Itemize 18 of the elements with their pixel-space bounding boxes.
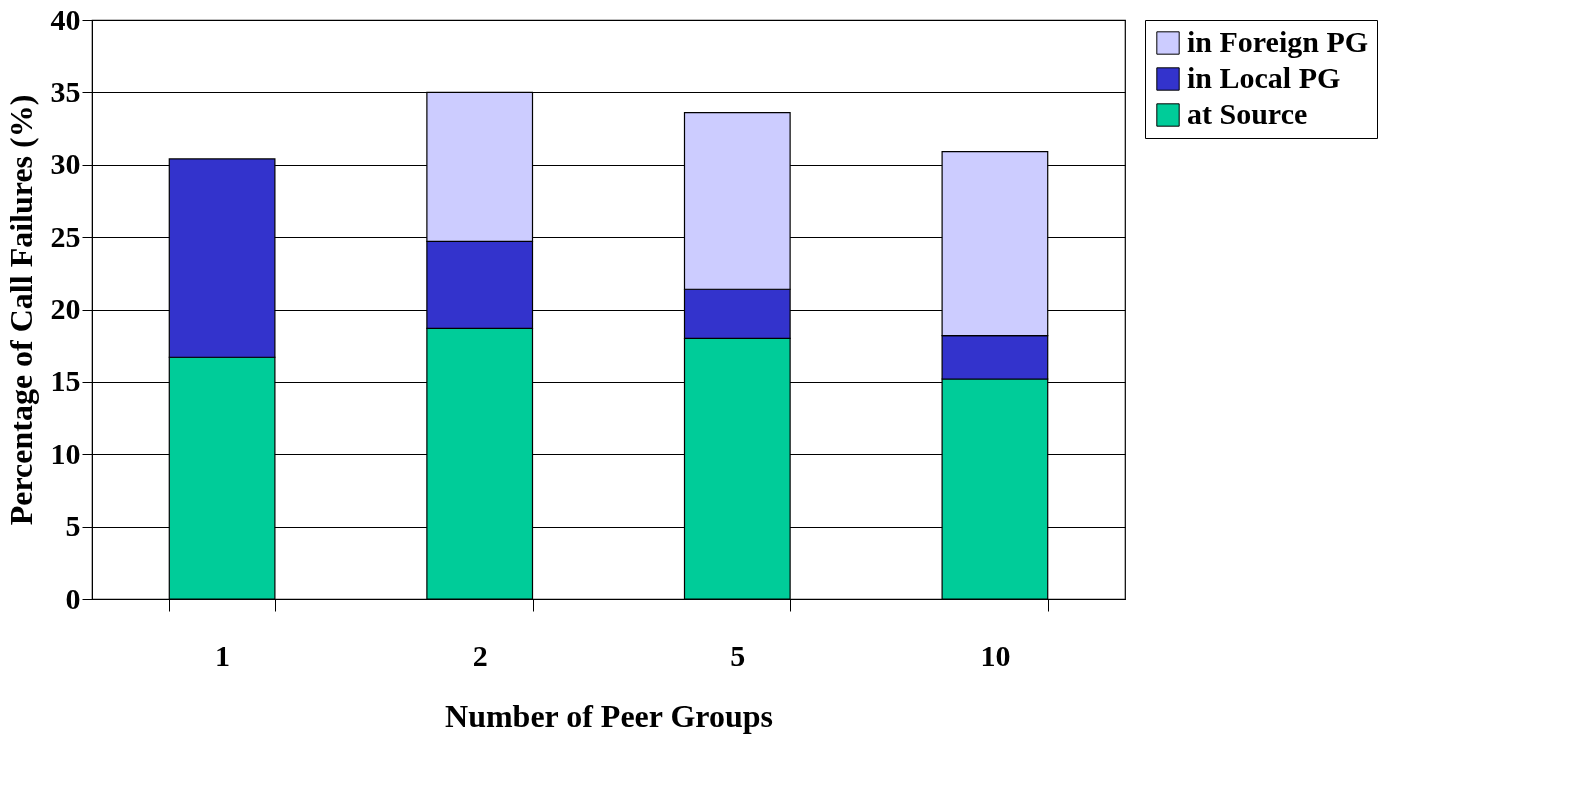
y-tick-label: 25 <box>50 219 81 253</box>
x-tick-label: 10 <box>980 638 1011 672</box>
y-tick-label: 5 <box>65 509 81 543</box>
y-tick-label: 20 <box>50 292 81 325</box>
x-tick-label: 2 <box>472 638 488 672</box>
y-axis-title: Percentage of Call Failures (%) <box>2 94 39 526</box>
y-tick-label: 40 <box>50 2 81 36</box>
y-tick-label: 30 <box>50 147 81 181</box>
legend-label: at Source <box>1187 97 1308 130</box>
x-axis-title: Number of Peer Groups <box>445 697 773 734</box>
y-tick-label: 10 <box>50 436 81 470</box>
y-tick-label: 35 <box>50 74 81 108</box>
x-tick-label: 1 <box>215 638 231 672</box>
legend-label: in Local PG <box>1187 61 1341 94</box>
x-tick-label: 5 <box>730 638 746 672</box>
legend-label: in Foreign PG <box>1187 25 1369 58</box>
y-tick-label: 15 <box>50 364 81 398</box>
y-tick-label: 0 <box>65 581 81 615</box>
